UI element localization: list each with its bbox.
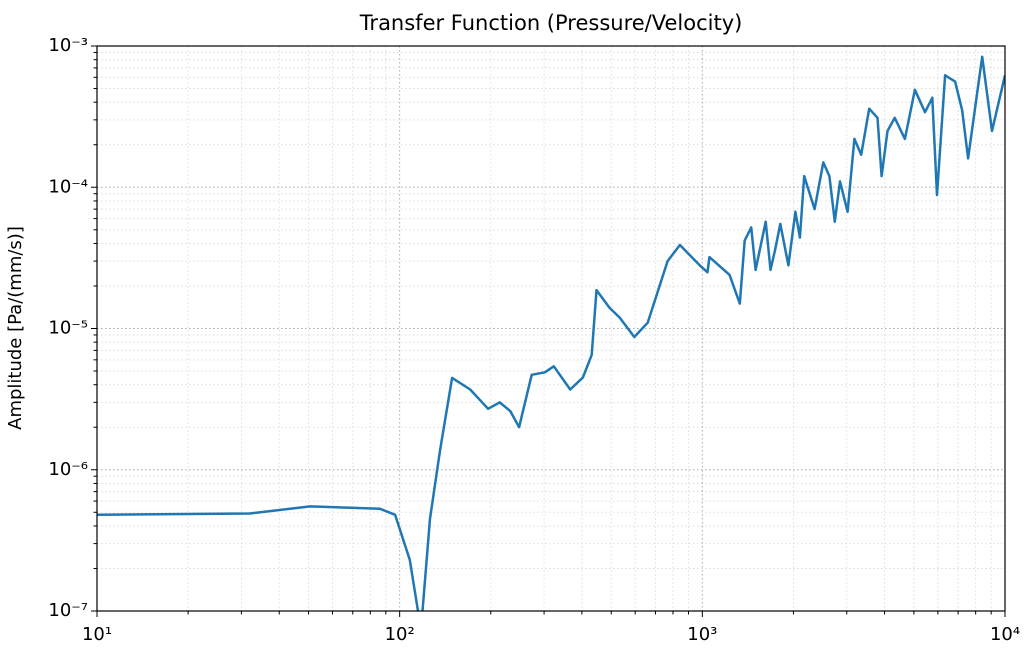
y-tick-label: 10⁻⁴	[48, 176, 88, 197]
y-tick-label: 10⁻⁵	[48, 318, 88, 339]
y-tick-label: 10⁻⁶	[48, 459, 88, 480]
chart-title: Transfer Function (Pressure/Velocity)	[359, 11, 743, 35]
y-axis-label: Amplitude [Pa/(mm/s)]	[5, 226, 26, 430]
y-tick-label: 10⁻⁷	[48, 600, 88, 621]
x-tick-label: 10¹	[82, 624, 112, 645]
plot-area	[97, 55, 1005, 611]
line	[97, 55, 1005, 611]
x-tick-label: 10³	[687, 624, 717, 645]
x-tick-label: 10⁴	[990, 624, 1020, 645]
grid	[96, 45, 1006, 612]
y-tick-label: 10⁻³	[48, 35, 88, 56]
x-tick-label: 10²	[385, 624, 415, 645]
